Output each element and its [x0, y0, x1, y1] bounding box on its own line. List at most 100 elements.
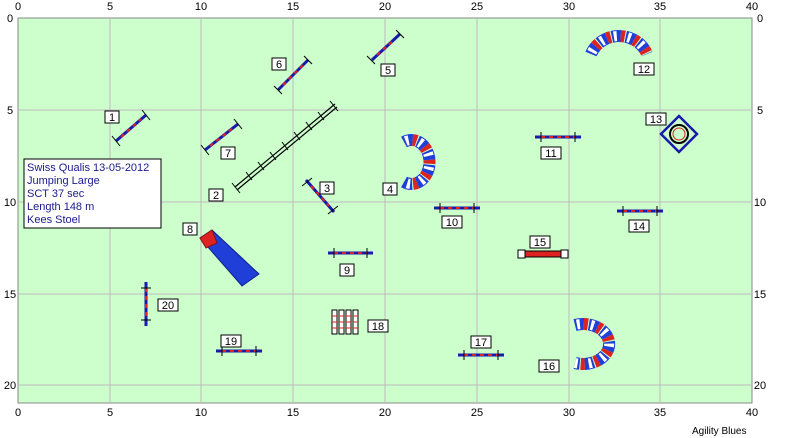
svg-text:7: 7: [225, 148, 231, 160]
y-axis-right: 0 5 10 15 20: [754, 13, 766, 392]
obstacle-19-jump: [216, 346, 262, 356]
y-tick-right: 20: [754, 380, 766, 392]
x-tick-top: 35: [654, 1, 666, 13]
obstacle-4-tunnel: [401, 134, 436, 190]
x-tick-top: 30: [563, 1, 575, 13]
x-tick-bottom: 25: [471, 407, 483, 419]
svg-text:3: 3: [324, 183, 330, 195]
obstacle-10-jump: [434, 203, 480, 213]
x-tick-bottom: 0: [15, 407, 21, 419]
svg-text:13: 13: [650, 114, 662, 126]
label-12: 12: [633, 62, 655, 76]
obstacle-3-jump: [301, 177, 339, 215]
y-tick-left: 10: [4, 197, 16, 209]
course-sct: SCT 37 sec: [27, 188, 85, 200]
svg-text:10: 10: [446, 217, 458, 229]
obstacle-18-weave: [331, 309, 359, 335]
svg-text:1: 1: [109, 112, 115, 124]
x-tick-bottom: 5: [107, 407, 113, 419]
course-length: Length 148 m: [27, 201, 94, 213]
y-tick-left: 20: [4, 380, 16, 392]
x-tick-bottom: 10: [195, 407, 207, 419]
label-20: 20: [157, 298, 179, 312]
x-tick-top: 15: [287, 1, 299, 13]
label-19: 19: [220, 334, 242, 348]
x-axis-bottom: 0 5 10 15 20 25 30 35 40: [15, 407, 758, 419]
svg-text:8: 8: [187, 224, 193, 236]
course-info-box: Swiss Qualis 13-05-2012 Jumping Large SC…: [23, 158, 162, 229]
svg-text:12: 12: [638, 64, 650, 76]
x-tick-top: 25: [471, 1, 483, 13]
label-5: 5: [380, 63, 396, 77]
brand-label: Agility Blues: [692, 426, 747, 437]
svg-text:2: 2: [213, 190, 219, 202]
svg-text:6: 6: [276, 59, 282, 71]
x-tick-top: 20: [379, 1, 391, 13]
label-18: 18: [367, 319, 389, 333]
svg-text:16: 16: [543, 361, 555, 373]
svg-text:11: 11: [545, 148, 556, 160]
x-tick-top: 40: [746, 1, 758, 13]
label-4: 4: [382, 182, 398, 196]
y-tick-left: 0: [7, 13, 13, 25]
obstacle-6-jump: [273, 55, 313, 95]
obstacle-2-long-jump: [231, 100, 339, 194]
label-15: 15: [529, 235, 551, 249]
label-13: 13: [645, 112, 667, 126]
label-16: 16: [538, 359, 560, 373]
x-tick-bottom: 30: [563, 407, 575, 419]
obstacle-5-jump: [366, 29, 405, 65]
obstacle-1-jump: [111, 109, 151, 147]
svg-text:15: 15: [534, 237, 546, 249]
obstacle-15-wall: [517, 249, 569, 259]
obstacle-7-jump: [200, 118, 243, 156]
x-tick-bottom: 20: [379, 407, 391, 419]
x-tick-top: 5: [107, 1, 113, 13]
x-tick-top: 0: [15, 1, 21, 13]
label-17: 17: [470, 335, 492, 349]
svg-text:14: 14: [633, 221, 645, 233]
x-tick-top: 10: [195, 1, 207, 13]
svg-text:9: 9: [344, 265, 350, 277]
y-tick-left: 5: [7, 105, 13, 117]
label-6: 6: [271, 57, 287, 71]
course-judge: Kees Stoel: [27, 214, 80, 226]
svg-text:5: 5: [385, 65, 391, 77]
x-tick-bottom: 35: [654, 407, 666, 419]
y-tick-right: 5: [757, 105, 763, 117]
label-7: 7: [220, 146, 236, 160]
course-title: Swiss Qualis 13-05-2012: [27, 162, 149, 174]
obstacle-13-tyre: [659, 114, 699, 154]
y-tick-left: 15: [4, 289, 16, 301]
y-tick-right: 0: [757, 13, 763, 25]
y-tick-right: 10: [754, 197, 766, 209]
x-axis-top: 0 5 10 15 20 25 30 35 40: [15, 1, 758, 13]
obstacle-11-jump: [535, 132, 581, 142]
y-axis-left: 0 5 10 15 20: [4, 13, 16, 392]
label-1: 1: [104, 110, 120, 124]
x-tick-bottom: 15: [287, 407, 299, 419]
obstacle-9-jump: [328, 248, 373, 258]
label-14: 14: [628, 219, 650, 233]
obstacle-20-jump: [141, 282, 151, 326]
label-2: 2: [208, 188, 224, 202]
svg-text:19: 19: [225, 336, 237, 348]
obstacle-8-chute: [199, 229, 260, 287]
obstacle-16-tunnel: [573, 318, 616, 370]
svg-text:4: 4: [387, 184, 393, 196]
svg-text:17: 17: [475, 337, 487, 349]
obstacle-17-jump: [458, 350, 504, 360]
label-10: 10: [441, 215, 463, 229]
svg-text:20: 20: [162, 300, 174, 312]
svg-text:18: 18: [372, 321, 384, 333]
label-11: 11: [540, 146, 562, 160]
y-tick-right: 15: [754, 289, 766, 301]
obstacle-12-tunnel: [585, 30, 653, 57]
x-tick-bottom: 40: [746, 407, 758, 419]
label-8: 8: [182, 222, 198, 236]
course-class: Jumping Large: [27, 175, 100, 187]
obstacle-14-jump: [617, 206, 663, 216]
obstacle-number-labels: 1 2 3 4 5 6 7 8 9 10 11 12 13 14 15 16 1…: [104, 57, 667, 373]
label-3: 3: [319, 181, 335, 195]
